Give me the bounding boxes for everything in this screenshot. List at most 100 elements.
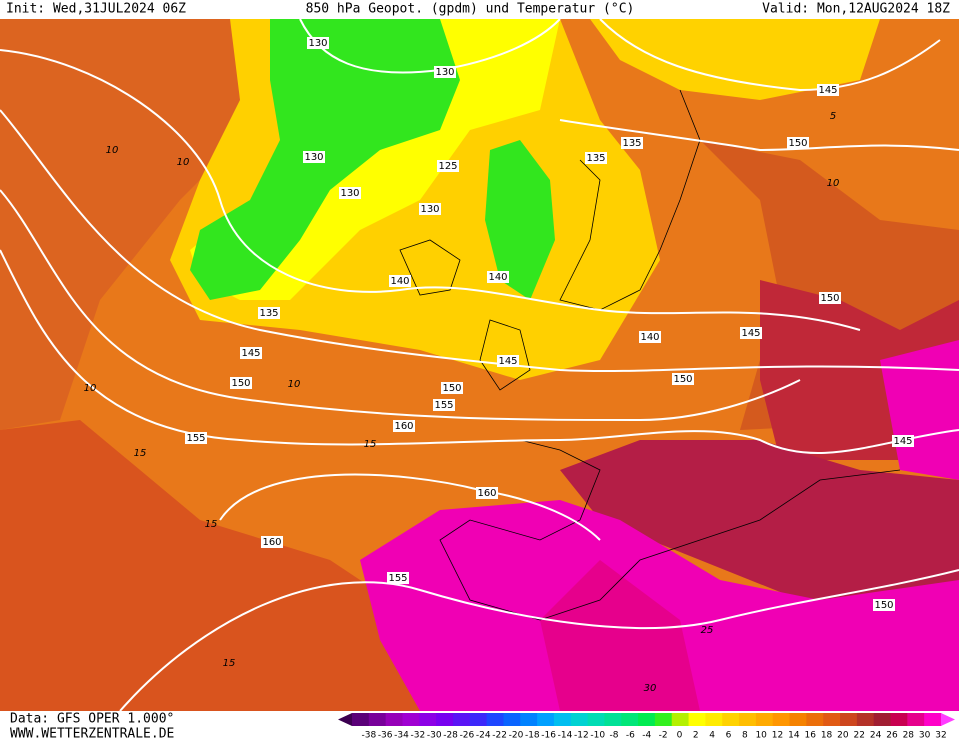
colorbar-swatch [469, 713, 488, 726]
colorbar-swatch [722, 713, 740, 726]
temperature-label: 15 [205, 519, 218, 530]
colorbar-swatch [856, 713, 875, 726]
geopotential-label-box [441, 382, 463, 394]
geopotential-label: 130 [435, 67, 454, 78]
colorbar-tick-label: -4 [642, 731, 651, 741]
temperature-label: 15 [134, 448, 147, 459]
colorbar-tick-label: 20 [837, 731, 849, 741]
geopotential-label: 145 [498, 356, 517, 367]
temperature-label: 15 [364, 439, 377, 450]
colorbar-tick-label: -12 [574, 731, 589, 741]
geopotential-label-box [303, 151, 325, 163]
colorbar-tick-label: -16 [541, 731, 556, 741]
geopotential-label: 135 [586, 153, 605, 164]
geopotential-label: 130 [340, 188, 359, 199]
geopotential-label-box [740, 327, 762, 339]
geopotential-label-box [873, 599, 895, 611]
temperature-label: 10 [288, 379, 301, 390]
geopotential-label: 145 [893, 436, 912, 447]
colorbar-swatch [873, 713, 892, 726]
colorbar-tick-label: -22 [492, 731, 507, 741]
colorbar-tick-label: -32 [411, 731, 426, 741]
colorbar-tick-label: -34 [394, 731, 409, 741]
colorbar-tick-label: 6 [726, 731, 732, 741]
geopotential-label: 155 [186, 433, 205, 444]
colorbar-tick-label: 18 [821, 731, 833, 741]
colorbar-tick-label: 22 [854, 731, 865, 741]
geopotential-label: 125 [438, 161, 457, 172]
colorbar-tick-label: 0 [677, 731, 683, 741]
colorbar-tick-label: -6 [626, 731, 635, 741]
colorbar-tick-label: -10 [590, 731, 605, 741]
geopotential-label: 160 [262, 537, 281, 548]
temperature-label: 5 [830, 111, 836, 122]
geopotential-label-box [185, 432, 207, 444]
geopotential-label-box [621, 137, 643, 149]
geopotential-label-box [585, 152, 607, 164]
colorbar-tick-label: 14 [788, 731, 800, 741]
colorbar-swatch [638, 713, 656, 726]
colorbar-tick-label: -26 [460, 731, 475, 741]
geopotential-label: 150 [874, 600, 893, 611]
geopotential-label: 150 [231, 378, 250, 389]
colorbar-tick-label: -14 [558, 731, 573, 741]
geopotential-label: 130 [420, 204, 439, 215]
geopotential-label: 135 [259, 308, 278, 319]
geopotential-label-box [307, 37, 329, 49]
data-source: Data: GFS OPER 1.000° [10, 712, 174, 727]
geopotential-label: 160 [394, 421, 413, 432]
colorbar-swatch [772, 713, 791, 726]
temperature-label: 10 [84, 383, 97, 394]
geopotential-label-box [497, 355, 519, 367]
geopotential-label: 145 [241, 348, 260, 359]
geopotential-label-box [487, 271, 509, 283]
contour-labels: 130 130 145 135 150 130 135 125 130 130 140 140 150 1… [84, 37, 914, 694]
website: WWW.WETTERZENTRALE.DE [10, 727, 174, 741]
colorbar-swatch [705, 713, 723, 726]
geopotential-label: 150 [673, 374, 692, 385]
temperature-label: 10 [106, 145, 119, 156]
temperature-label: 10 [827, 178, 840, 189]
geopotential-label: 155 [388, 573, 407, 584]
geopotential-label-box [817, 84, 839, 96]
geopotential-label-box [672, 373, 694, 385]
colorbar-swatch [739, 713, 757, 726]
colorbar-swatch [503, 713, 521, 726]
geopotential-label: 130 [308, 38, 327, 49]
colorbar-tick-label: -24 [476, 731, 491, 741]
colorbar-swatch [452, 713, 471, 726]
geopotential-label-box [819, 292, 841, 304]
geopotential-label: 155 [434, 400, 453, 411]
colorbar-swatch [890, 713, 908, 726]
geopotential-label-box [240, 347, 262, 359]
colorbar-tick-label: -18 [525, 731, 540, 741]
colorbar-tick-label: 10 [755, 731, 767, 741]
colorbar-swatch [570, 713, 589, 726]
geopotential-label-box [476, 487, 498, 499]
colorbar-tick-label: 32 [935, 731, 946, 741]
temperature-label: 25 [701, 625, 714, 636]
temperature-label: 10 [177, 157, 190, 168]
geopotential-label-box [419, 203, 441, 215]
colorbar-tick-label: 2 [693, 731, 699, 741]
colorbar-tick-label: -8 [610, 731, 619, 741]
colorbar-swatch [840, 713, 858, 726]
colorbar-swatch [587, 713, 605, 726]
geopotential-label: 145 [818, 85, 837, 96]
geopotential-label-box [389, 275, 411, 287]
geopotential-label-box [892, 435, 914, 447]
colorbar-swatch [907, 713, 925, 726]
geopotential-label: 150 [820, 293, 839, 304]
geopotential-label-box [230, 377, 252, 389]
colorbar-swatch [436, 713, 454, 726]
colorbar-swatch [671, 713, 690, 726]
map-title: 850 hPa Geopot. (gpdm) und Temperatur (°… [306, 2, 635, 17]
geopotential-label: 135 [622, 138, 641, 149]
colorbar-swatch [755, 713, 774, 726]
colorbar-tick-label: -28 [443, 731, 458, 741]
colorbar-swatch [419, 713, 437, 726]
colorbar-tick-label: 16 [804, 731, 816, 741]
colorbar-swatch [537, 713, 555, 726]
geopotential-label: 130 [304, 152, 323, 163]
